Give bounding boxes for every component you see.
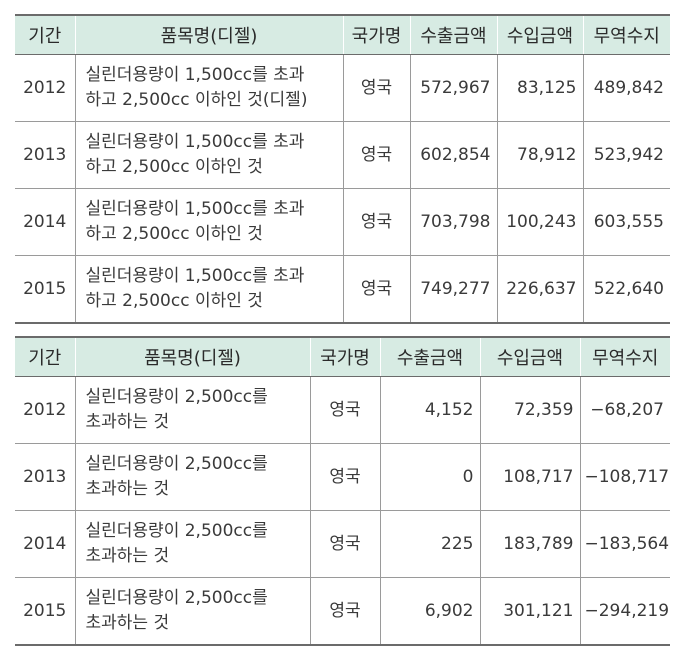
item-line-1: 실린더용량이 1,500cc를 초과 <box>85 266 305 286</box>
table-row: 2013 실린더용량이 1,500cc를 초과 하고 2,500cc 이하인 것 … <box>15 121 670 189</box>
item-line-2: 초과하는 것 <box>85 479 170 499</box>
cell-country: 영국 <box>309 376 380 444</box>
cell-import: 100,243 <box>496 188 583 256</box>
cell-import: 301,121 <box>479 577 580 646</box>
trade-table-1500-2500cc: 기간 품목명(디젤) 국가명 수출금액 수입금액 무역수지 2012 실린더용량… <box>15 14 670 324</box>
table-row: 2013 실린더용량이 2,500cc를 초과하는 것 영국 0 108,717 … <box>15 443 670 511</box>
header-item-name: 품목명(디젤) <box>74 336 310 377</box>
item-line-1: 실린더용량이 1,500cc를 초과 <box>85 199 305 219</box>
cell-balance: −183,564 <box>579 510 670 578</box>
table-header-row: 기간 품목명(디젤) 국가명 수출금액 수입금액 무역수지 <box>15 336 670 377</box>
cell-year: 2015 <box>15 577 75 646</box>
cell-export: 225 <box>379 510 480 578</box>
cell-import: 83,125 <box>496 54 583 122</box>
item-line-2: 초과하는 것 <box>85 613 170 633</box>
header-trade-balance: 무역수지 <box>582 14 670 55</box>
cell-balance: 523,942 <box>582 121 670 189</box>
item-line-2: 하고 2,500cc 이하인 것 <box>85 157 263 177</box>
cell-balance: 522,640 <box>582 255 670 324</box>
cell-balance: 489,842 <box>582 54 670 122</box>
cell-year: 2013 <box>15 121 75 189</box>
cell-export: 602,854 <box>409 121 497 189</box>
cell-year: 2012 <box>15 376 75 444</box>
cell-export: 572,967 <box>409 54 497 122</box>
header-period: 기간 <box>15 14 75 55</box>
table-header-row: 기간 품목명(디젤) 국가명 수출금액 수입금액 무역수지 <box>15 14 670 55</box>
cell-balance: 603,555 <box>582 188 670 256</box>
cell-country: 영국 <box>342 54 410 122</box>
cell-import: 72,359 <box>479 376 580 444</box>
cell-export: 0 <box>379 443 480 511</box>
cell-export: 4,152 <box>379 376 480 444</box>
cell-country: 영국 <box>342 188 410 256</box>
header-trade-balance: 무역수지 <box>579 336 670 377</box>
item-line-1: 실린더용량이 1,500cc를 초과 <box>85 65 305 85</box>
cell-year: 2014 <box>15 188 75 256</box>
cell-year: 2015 <box>15 255 75 324</box>
cell-export: 749,277 <box>409 255 497 324</box>
item-line-1: 실린더용량이 2,500cc를 <box>85 454 268 474</box>
item-line-2: 하고 2,500cc 이하인 것 <box>85 291 263 311</box>
cell-country: 영국 <box>309 577 380 646</box>
cell-balance: −108,717 <box>579 443 670 511</box>
header-item-name: 품목명(디젤) <box>74 14 343 55</box>
cell-balance: −68,207 <box>579 376 670 444</box>
item-line-1: 실린더용량이 2,500cc를 <box>85 521 268 541</box>
cell-country: 영국 <box>309 443 380 511</box>
table-row: 2015 실린더용량이 1,500cc를 초과 하고 2,500cc 이하인 것 … <box>15 255 670 324</box>
item-line-1: 실린더용량이 2,500cc를 <box>85 387 268 407</box>
item-line-1: 실린더용량이 1,500cc를 초과 <box>85 132 305 152</box>
cell-year: 2012 <box>15 54 75 122</box>
cell-export: 703,798 <box>409 188 497 256</box>
cell-import: 108,717 <box>479 443 580 511</box>
item-line-1: 실린더용량이 2,500cc를 <box>85 588 268 608</box>
item-line-2: 하고 2,500cc 이하인 것(디젤) <box>85 90 308 110</box>
cell-balance: −294,219 <box>579 577 670 646</box>
cell-import: 78,912 <box>496 121 583 189</box>
cell-year: 2013 <box>15 443 75 511</box>
item-line-2: 초과하는 것 <box>85 412 170 432</box>
header-country: 국가명 <box>309 336 380 377</box>
cell-country: 영국 <box>342 121 410 189</box>
cell-year: 2014 <box>15 510 75 578</box>
cell-export: 6,902 <box>379 577 480 646</box>
item-line-2: 하고 2,500cc 이하인 것 <box>85 224 263 244</box>
header-period: 기간 <box>15 336 75 377</box>
header-import-amount: 수입금액 <box>496 14 583 55</box>
cell-country: 영국 <box>309 510 380 578</box>
item-line-2: 초과하는 것 <box>85 546 170 566</box>
trade-table-over-2500cc: 기간 품목명(디젤) 국가명 수출금액 수입금액 무역수지 2012 실린더용량… <box>15 336 670 646</box>
header-export-amount: 수출금액 <box>379 336 480 377</box>
header-export-amount: 수출금액 <box>409 14 497 55</box>
cell-import: 183,789 <box>479 510 580 578</box>
cell-import: 226,637 <box>496 255 583 324</box>
header-import-amount: 수입금액 <box>479 336 580 377</box>
cell-country: 영국 <box>342 255 410 324</box>
header-country: 국가명 <box>342 14 410 55</box>
table-row: 2014 실린더용량이 1,500cc를 초과 하고 2,500cc 이하인 것 … <box>15 188 670 256</box>
